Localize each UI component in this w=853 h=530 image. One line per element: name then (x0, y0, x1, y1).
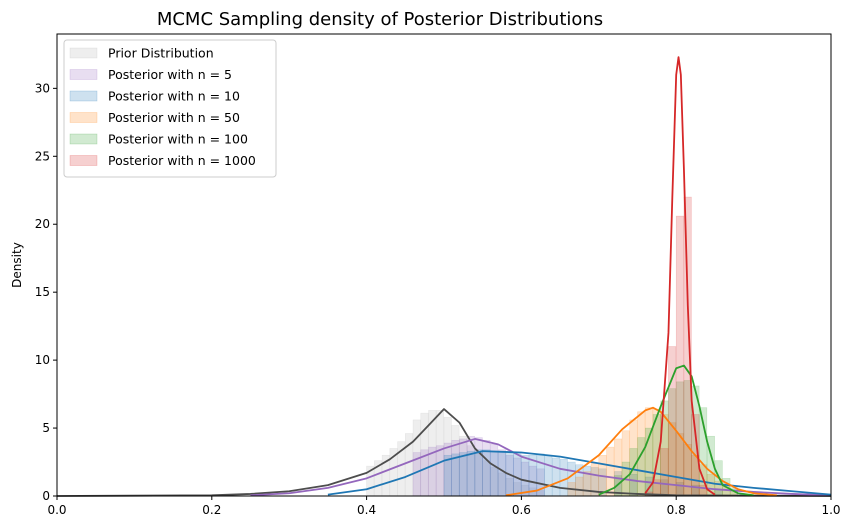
kde-line-prior-distribution (56, 408, 832, 497)
x-tick-label: 0.4 (357, 503, 376, 517)
hist-bar (544, 454, 553, 497)
legend-label: Prior Distribution (108, 46, 214, 61)
legend-swatch (69, 47, 98, 59)
hist-bar (497, 450, 506, 497)
kde-line-posterior-with-n-50 (505, 406, 777, 497)
hist-bar (552, 457, 561, 497)
x-axis: 0.0 0.2 0.4 0.6 0.8 1.0 (47, 496, 841, 517)
legend-item: Prior Distribution (69, 46, 214, 61)
y-tick-label: 25 (35, 149, 50, 163)
y-axis-label: Density (10, 242, 24, 288)
legend-label: Posterior with n = 50 (108, 110, 240, 125)
hist-bar (575, 476, 584, 497)
chart-title: MCMC Sampling density of Posterior Distr… (157, 9, 603, 30)
legend-item: Posterior with n = 1000 (69, 153, 256, 168)
hist-bar (474, 449, 483, 497)
legend-label: Posterior with n = 10 (108, 89, 240, 104)
legend-swatch (69, 90, 98, 102)
y-tick-label: 5 (42, 421, 50, 435)
hist-bar (521, 454, 530, 497)
legend-item: Posterior with n = 50 (69, 110, 240, 125)
hist-bar (451, 453, 460, 497)
legend-swatch (69, 112, 98, 123)
x-tick-label: 0.6 (512, 503, 531, 517)
x-tick-label: 1.0 (821, 503, 840, 517)
hist-bar (459, 452, 468, 497)
x-tick-label: 0.0 (47, 503, 66, 517)
plot-area (56, 56, 832, 497)
kde-line-posterior-with-n-1000 (644, 56, 716, 496)
kde-line-posterior-with-n-10 (327, 450, 832, 496)
legend-swatch (69, 69, 98, 80)
hist-bar (466, 450, 475, 497)
hist-bar (559, 459, 568, 497)
kde-line-posterior-with-n-5 (250, 438, 832, 497)
legend: Prior Distribution Posterior with n = 5 Po… (63, 39, 277, 178)
legend-box (63, 39, 277, 178)
legend-label: Posterior with n = 5 (108, 67, 232, 82)
hist-bar (443, 454, 452, 497)
y-tick-label: 15 (35, 285, 50, 299)
x-tick-label: 0.8 (667, 503, 686, 517)
legend-swatch (69, 155, 98, 166)
y-axis: 0 5 10 15 20 25 30 (35, 81, 57, 503)
x-tick-label: 0.2 (202, 503, 221, 517)
y-tick-label: 10 (35, 353, 50, 367)
hist-bar (583, 471, 592, 497)
legend-label: Posterior with n = 1000 (108, 153, 256, 168)
legend-item: Posterior with n = 100 (69, 132, 248, 147)
legend-item: Posterior with n = 10 (69, 89, 240, 104)
legend-item: Posterior with n = 5 (69, 67, 232, 82)
legend-swatch (69, 133, 98, 145)
y-tick-label: 0 (42, 489, 50, 503)
hist-bar (637, 437, 646, 497)
hist-posterior-with-n-10 (443, 449, 723, 497)
hist-bar (436, 445, 444, 497)
legend-label: Posterior with n = 100 (108, 132, 248, 147)
plot-frame (56, 33, 832, 497)
hist-bar (675, 215, 684, 497)
y-tick-label: 20 (35, 217, 50, 231)
hist-bar (660, 448, 669, 497)
y-tick-label: 30 (35, 81, 50, 95)
hist-bar (513, 453, 522, 497)
kde-line-posterior-with-n-100 (598, 364, 754, 497)
hist-bar (490, 450, 499, 497)
